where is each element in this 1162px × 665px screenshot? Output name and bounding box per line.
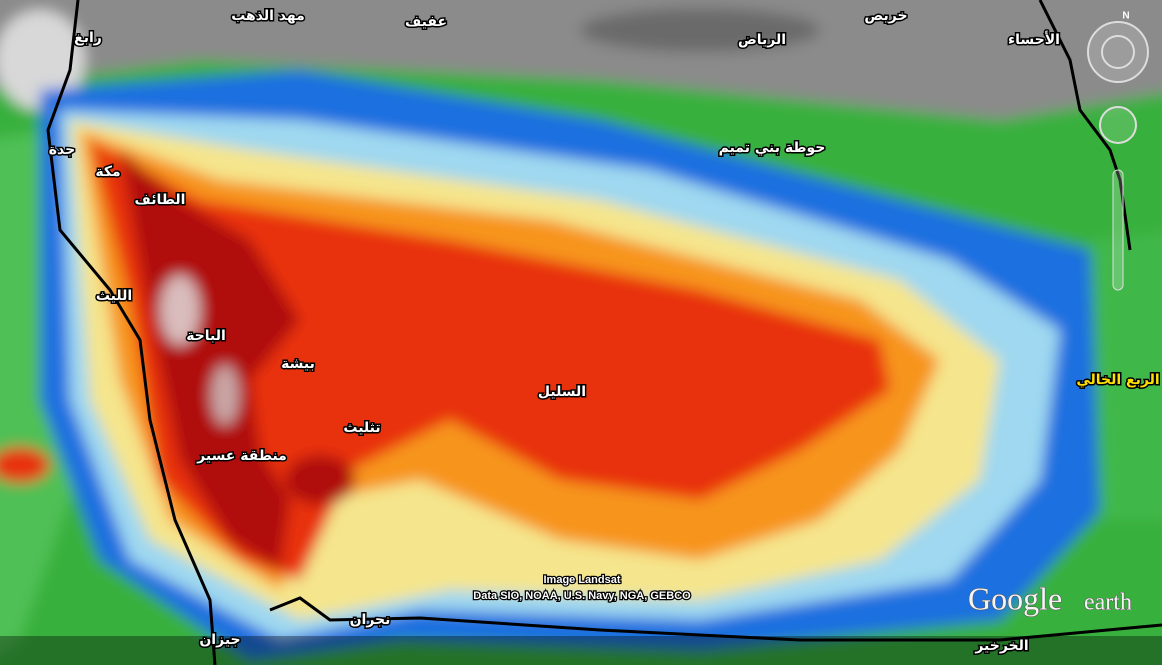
move-joystick[interactable]	[1099, 106, 1137, 144]
red-patch	[0, 447, 50, 483]
extreme-core	[211, 365, 239, 425]
imagery-credit: Image Landsat	[543, 574, 620, 586]
borders	[46, 0, 1162, 665]
compass-ring[interactable]	[1087, 21, 1149, 83]
zoom-slider[interactable]	[1112, 169, 1124, 291]
place-label: مكة	[95, 164, 120, 180]
place-label: الربع الخالي	[1076, 372, 1159, 388]
navigation-control[interactable]	[1087, 21, 1149, 291]
border-line	[269, 596, 1162, 642]
place-label: السليل	[538, 384, 586, 400]
darkred-core	[285, 455, 355, 505]
look-joystick[interactable]	[1101, 35, 1135, 69]
gray-zone	[0, 0, 1162, 120]
place-label: الليث	[96, 288, 132, 304]
status-bar	[0, 636, 1162, 665]
logo-product: earth	[1084, 590, 1132, 616]
compass-north: N	[1122, 11, 1129, 22]
place-label: منطقة عسير	[196, 448, 287, 464]
place-label: مهد الذهب	[231, 8, 305, 24]
logo-brand: Google	[968, 580, 1062, 616]
place-label: خريص	[864, 8, 907, 24]
place-label: الرياض	[738, 32, 786, 48]
darkred-core	[120, 150, 300, 570]
place-label: الأحساء	[1008, 31, 1060, 48]
place-label: الخرخير	[974, 638, 1028, 654]
gray-dark	[580, 8, 820, 52]
place-label: الباحة	[186, 328, 226, 344]
border-line	[1038, 0, 1132, 251]
place-label: نجران	[350, 612, 391, 628]
coastline	[46, 0, 217, 665]
place-label: رابغ	[74, 30, 102, 46]
place-label: بيشة	[281, 356, 315, 372]
place-label: الطائف	[135, 192, 186, 208]
place-label: جيزان	[199, 632, 240, 648]
extreme-core	[160, 275, 200, 345]
place-label: حوطة بني تميم	[719, 140, 826, 156]
data-credit: Data SIO, NOAA, U.S. Navy, NGA, GEBCO	[473, 590, 691, 602]
place-label: جدة	[49, 142, 75, 158]
place-label: عفيف	[405, 14, 447, 30]
place-label: تثليث	[343, 420, 380, 436]
green-east	[1090, 232, 1162, 520]
